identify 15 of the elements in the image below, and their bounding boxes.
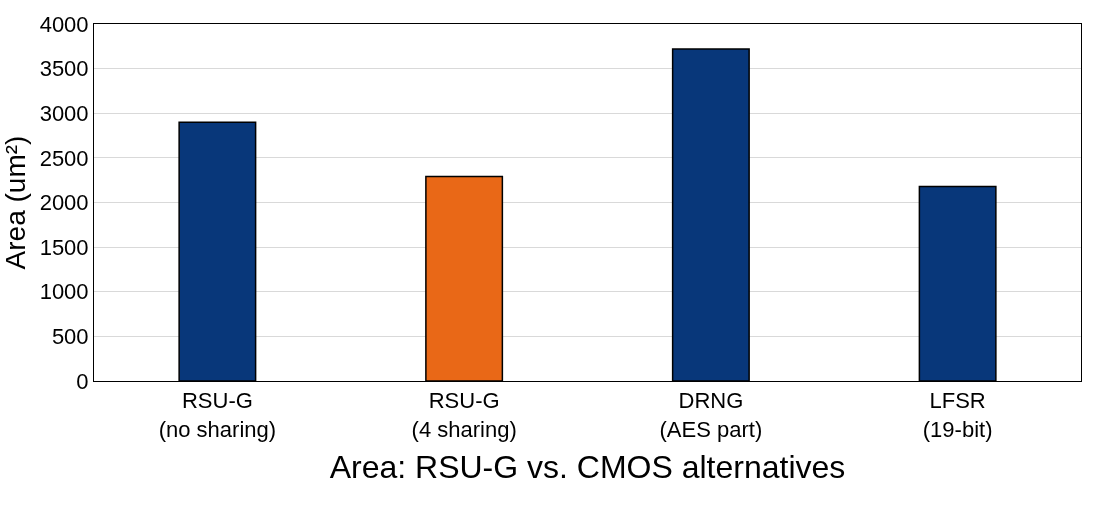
y-tick-label: 3000 — [39, 100, 89, 126]
x-tick-label: RSU-G (no sharing) — [158, 388, 277, 442]
y-tick-label: 0 — [76, 368, 89, 394]
x-axis-title: Area: RSU-G vs. CMOS alternatives — [329, 448, 846, 485]
y-tick-label: 500 — [51, 324, 89, 350]
x-tick-label: RSU-G (4 sharing) — [411, 388, 517, 442]
x-tick-label: LFSR (19-bit) — [922, 388, 993, 442]
y-axis-title: Area (um²) — [0, 135, 31, 270]
y-tick-label: 4000 — [39, 11, 89, 37]
y-tick-label: 1000 — [39, 279, 89, 305]
y-tick-label: 2500 — [39, 145, 89, 171]
y-tick-label: 2000 — [39, 190, 89, 216]
y-tick-label: 1500 — [39, 234, 89, 260]
x-tick-label: DRNG (AES part) — [659, 388, 763, 442]
y-tick-label: 3500 — [39, 56, 89, 82]
